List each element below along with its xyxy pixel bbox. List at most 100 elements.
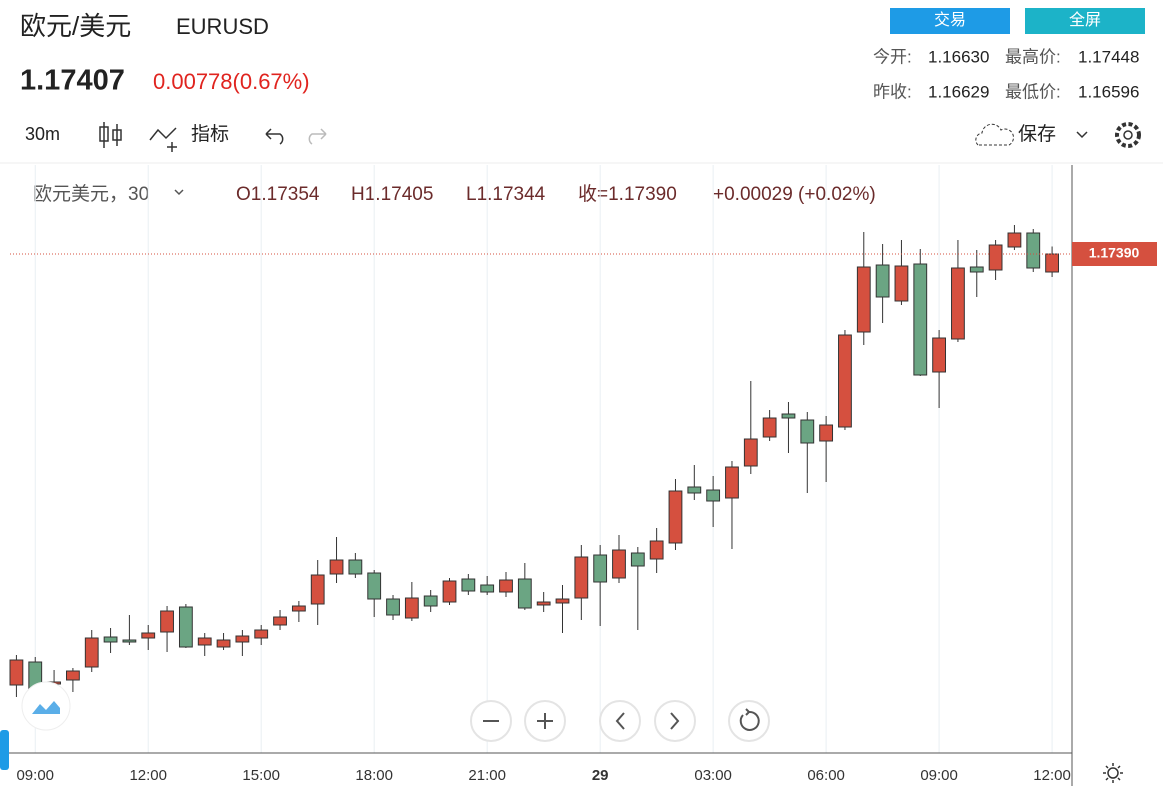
candle-body (404, 597, 419, 619)
candle-body (84, 637, 99, 668)
candle-body (329, 559, 344, 575)
stat-label: 最低价: (1005, 82, 1061, 101)
x-tick-label: 03:00 (694, 767, 732, 784)
reset-button[interactable] (728, 700, 770, 742)
candle-body (9, 659, 24, 686)
candle-body (706, 489, 721, 502)
candle-body (1026, 232, 1041, 269)
fullscreen-button[interactable] (1025, 8, 1145, 34)
fullscreen-button-label[interactable]: 全屏 (1069, 11, 1101, 29)
candle-body (480, 584, 495, 593)
candle-body (386, 598, 400, 616)
candle-body (612, 549, 626, 579)
stat-value: 1.16596 (1078, 82, 1139, 101)
candle-body (988, 244, 1003, 271)
symbol-name: 欧元/美元 (20, 11, 131, 41)
candle-body (781, 413, 796, 419)
sun-icon[interactable] (1103, 763, 1123, 783)
save-button[interactable]: 保存 (1018, 123, 1056, 145)
candle-body (969, 266, 984, 273)
candle-body (66, 670, 80, 681)
legend-close: 收=1.17390 (578, 183, 677, 205)
plot-area (9, 165, 1072, 753)
candle-body (442, 580, 457, 603)
candle-body (743, 438, 758, 467)
indicator-icon[interactable] (149, 127, 177, 152)
candle-icon[interactable] (99, 122, 122, 148)
legend-open: O1.17354 (236, 184, 320, 205)
candle-body (630, 552, 645, 567)
x-tick-label: 18:00 (355, 767, 393, 784)
candle-body (160, 610, 174, 633)
logo (21, 681, 71, 731)
legend-high: H1.17405 (351, 184, 433, 205)
candle-body (254, 629, 269, 639)
candle-body (178, 606, 193, 648)
candle-body (668, 490, 683, 544)
candle-body (649, 540, 664, 560)
x-tick-label: 15:00 (242, 767, 280, 784)
candle-body (800, 419, 815, 444)
legend-menu-icon[interactable] (174, 189, 184, 196)
cloud-icon[interactable] (975, 123, 1014, 146)
zoom-in-button[interactable] (524, 700, 566, 742)
stat-value: 1.16630 (928, 47, 989, 66)
candle-body (1045, 253, 1059, 273)
legend-change: +0.00029 (+0.02%) (713, 184, 876, 205)
side-tab[interactable] (0, 730, 9, 770)
candle-body (913, 263, 928, 376)
candle-body (310, 574, 325, 605)
candle-body (273, 616, 287, 626)
price-change: 0.00778(0.67%) (153, 69, 310, 94)
candle-body (348, 559, 363, 575)
undo-icon[interactable] (265, 128, 284, 145)
candle-body (894, 265, 909, 302)
trade-button[interactable] (890, 8, 1010, 34)
candle-body (216, 639, 231, 648)
candle-body (951, 267, 965, 340)
candle-body (141, 632, 156, 639)
candle-body (461, 578, 476, 592)
indicator-button[interactable]: 指标 (191, 123, 229, 145)
stat-label: 最高价: (1005, 47, 1061, 66)
candle-body (838, 334, 852, 428)
settings-icon[interactable] (1115, 122, 1141, 148)
candle-body (235, 635, 250, 643)
redo-icon[interactable] (308, 128, 327, 145)
scroll-left-button[interactable] (599, 700, 641, 742)
candle-body (593, 554, 608, 583)
last-price: 1.17407 (20, 65, 125, 97)
candle-body (499, 579, 513, 593)
interval-button[interactable]: 30m (25, 124, 60, 144)
legend-name: 欧元美元，30 (33, 183, 149, 205)
candle-body (122, 639, 137, 643)
candle-body (574, 556, 589, 599)
symbol-code: EURUSD (176, 14, 269, 39)
candle-body (819, 424, 834, 442)
x-tick-label: 12:00 (129, 767, 167, 784)
candle-body (423, 595, 438, 607)
candle-body (517, 578, 532, 609)
candle-body (762, 417, 777, 438)
x-tick-label: 09:00 (16, 767, 54, 784)
x-tick-label: 06:00 (807, 767, 845, 784)
candle-body (103, 636, 118, 643)
candle-body (875, 264, 890, 298)
candle-body (536, 601, 551, 606)
candle-body (725, 466, 739, 499)
candle-body (1007, 232, 1022, 248)
x-tick-label: 29 (592, 767, 609, 784)
last-price-label: 1.17390 (1089, 245, 1140, 261)
candle-body (197, 637, 212, 646)
scroll-right-button[interactable] (654, 700, 696, 742)
save-menu-icon[interactable] (1076, 131, 1088, 139)
stat-label: 昨收: (873, 82, 912, 101)
candle-body (687, 486, 702, 494)
last-price-tag (1072, 242, 1157, 266)
x-tick-label: 12:00 (1033, 767, 1071, 784)
trade-button-label[interactable]: 交易 (934, 11, 966, 29)
candle-body (555, 598, 570, 604)
zoom-out-button[interactable] (470, 700, 512, 742)
